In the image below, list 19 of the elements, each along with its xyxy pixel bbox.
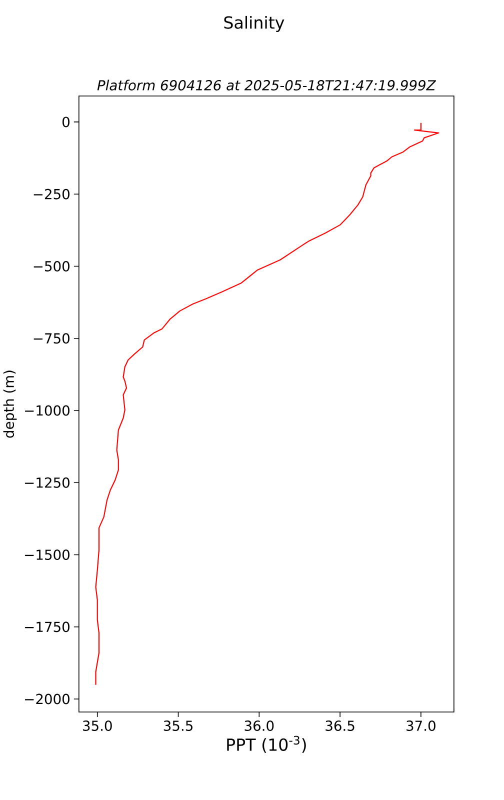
x-tick-label: 35.0 (83, 720, 112, 731)
y-tick-label: −250 (34, 188, 70, 200)
y-tick-label: −1500 (25, 550, 70, 560)
y-tick-label: −1750 (25, 622, 70, 632)
x-tick-label: 37.0 (406, 720, 436, 731)
y-tick-label: −1250 (25, 477, 70, 488)
y-tick-label: −1000 (25, 405, 70, 416)
chart-title: Salinity (224, 16, 284, 32)
x-tick-label: 36.5 (326, 720, 354, 731)
y-tick-label: −750 (34, 333, 70, 344)
x-tick-label: 36.0 (244, 720, 274, 731)
chart-subtitle: Platform 6904126 at 2025-05-18T21:47:19.999Z (97, 80, 436, 90)
y-axis-title: depth (m) (3, 370, 17, 438)
line-series (95, 122, 440, 686)
y-tick-label: −500 (34, 260, 70, 272)
x-axis-title: PPT (10$^{-3}$) (227, 736, 306, 753)
y-tick-label: 0 (62, 116, 70, 128)
x-tick-label: 35.5 (164, 720, 192, 731)
y-tick-label: −2000 (25, 694, 70, 704)
